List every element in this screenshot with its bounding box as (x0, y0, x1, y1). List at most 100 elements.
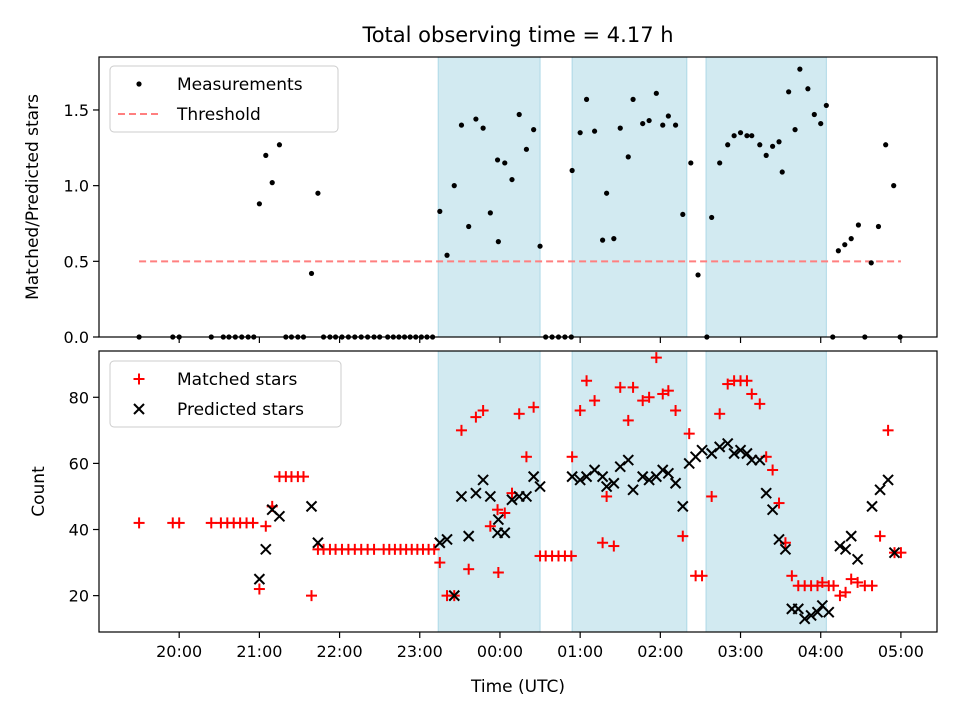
predicted-star-point (527, 470, 540, 483)
matched-star-point (477, 405, 489, 417)
legend-measurements-label: Measurements (177, 75, 303, 95)
matched-star-point (741, 375, 753, 387)
matched-star-point (657, 388, 669, 400)
predicted-star-point-b (588, 464, 601, 476)
legend-x-glyph-b (133, 403, 145, 415)
measurement-point (276, 142, 283, 148)
x-tick-label: 23:00 (397, 642, 443, 661)
measurement-point (695, 272, 701, 278)
predicted-star-point-b (455, 490, 468, 503)
predicted-star-point-b (484, 490, 497, 503)
predicted-star-point-b (636, 470, 649, 483)
measurement-point (725, 142, 731, 148)
predicted-star-point-b (477, 474, 489, 486)
measurement-point (891, 183, 897, 189)
measurement-point (855, 222, 862, 228)
predicted-star-point (448, 589, 460, 602)
predicted-star-point (273, 510, 286, 523)
legend-matched-marker (133, 373, 145, 385)
matched-star-point (622, 414, 634, 426)
predicted-star-point-b (506, 494, 518, 506)
measurement-point (688, 160, 694, 166)
y-tick-label: 1.5 (64, 101, 89, 120)
observing-band-0 (437, 56, 541, 338)
predicted-star-point-b (462, 530, 475, 542)
matched-star-point (589, 395, 601, 407)
predicted-star-point (721, 437, 734, 450)
predicted-star-point-b (696, 444, 708, 456)
matched-star-point (173, 517, 185, 529)
matched-star-point (574, 405, 586, 417)
predicted-star-point-b (434, 537, 446, 549)
predicted-star-point-b (760, 487, 772, 499)
measurement-point (665, 113, 671, 119)
matched-star-point (601, 490, 613, 502)
matched-star-point (614, 381, 626, 393)
predicted-star-point (866, 500, 878, 513)
measurement-point (805, 86, 811, 92)
matched-star-point (463, 563, 475, 575)
matched-star-point (866, 580, 878, 592)
measurement-point (823, 102, 829, 109)
x-tick-label: 22:00 (317, 642, 363, 661)
measurement-point (591, 128, 598, 134)
matched-star-point (670, 405, 682, 417)
measurement-point (731, 133, 737, 139)
observing-band-1 (571, 56, 688, 338)
predicted-star-point-b (754, 454, 766, 466)
predicted-star-point (713, 441, 726, 453)
measurement-point (770, 143, 776, 149)
measurement-point (444, 252, 450, 258)
measurement-point (256, 201, 262, 207)
matched-star-point (133, 517, 145, 529)
measurement-point (263, 152, 269, 158)
predicted-star-point-b (305, 500, 318, 513)
matched-star-point (581, 375, 593, 387)
predicted-star-point-b (596, 470, 609, 483)
measurement-point (646, 117, 652, 124)
matched-star-point (840, 586, 852, 598)
predicted-star-point (888, 546, 901, 559)
predicted-star-point (669, 477, 682, 489)
predicted-star-point-b (312, 537, 324, 549)
measurement-point (660, 122, 666, 128)
predicted-star-point-b (657, 464, 669, 476)
measurement-point (653, 90, 659, 96)
y-tick-label: 0.5 (64, 252, 89, 271)
measurement-point (835, 248, 841, 254)
matched-star-point (484, 520, 496, 532)
predicted-star-point (677, 500, 689, 513)
matched-star-point (470, 411, 482, 423)
predicted-star-point (662, 467, 675, 480)
predicted-star-point-b (253, 573, 266, 585)
matched-star-point (874, 530, 886, 542)
measurement-point (625, 154, 631, 160)
measurement-point (792, 127, 798, 133)
predicted-star-point-b (574, 474, 586, 486)
measurement-point (717, 160, 723, 166)
measurement-point (630, 96, 636, 102)
legend-predicted-marker (133, 403, 145, 415)
measurement-point (480, 125, 486, 131)
measurement-point (786, 89, 792, 95)
y-tick-label: 60 (69, 454, 89, 473)
bottom-legend: Matched stars Predicted stars (109, 360, 342, 428)
x-tick-label: 00:00 (477, 642, 523, 661)
predicted-star-point-b (266, 503, 278, 516)
measurement-point (617, 125, 623, 131)
measurement-point (494, 157, 501, 163)
matched-star-point (434, 557, 446, 569)
predicted-star-point (779, 543, 792, 556)
measurement-point (537, 243, 543, 249)
measurement-point (779, 169, 785, 175)
predicted-star-point (823, 606, 835, 618)
predicted-star-point (506, 494, 518, 506)
predicted-star-point-b (566, 470, 578, 483)
predicted-star-point-b (608, 477, 620, 489)
matched-star-point (597, 537, 609, 549)
top-axes-frame (98, 56, 938, 338)
y-tick-label: 20 (69, 587, 89, 606)
measurement-point (818, 120, 824, 127)
measurement-point (516, 111, 522, 118)
predicted-star-point (574, 474, 586, 486)
